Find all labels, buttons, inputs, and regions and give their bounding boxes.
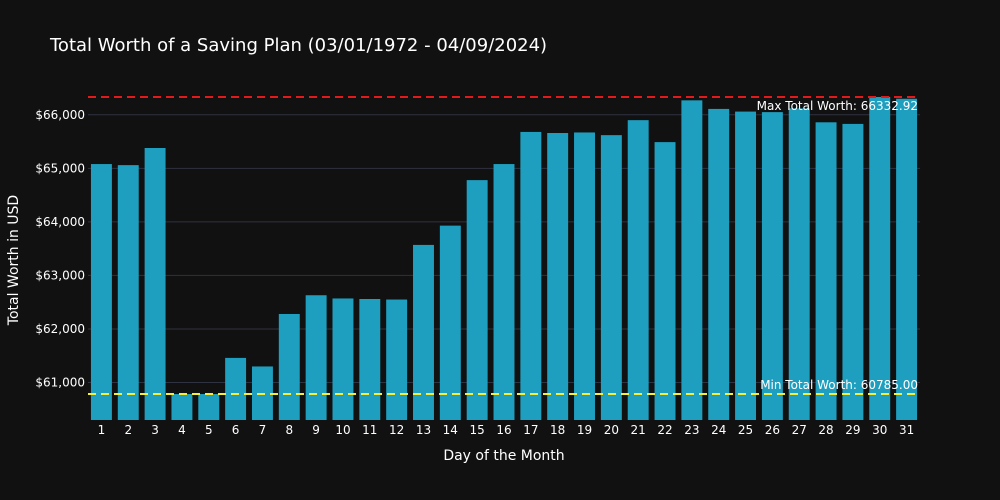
bar: [493, 164, 515, 420]
bar: [788, 108, 810, 420]
bar: [869, 96, 891, 420]
x-tick-label: 24: [711, 423, 726, 437]
x-tick-label: 21: [631, 423, 646, 437]
x-tick-label: 13: [416, 423, 431, 437]
x-tick-label: 4: [178, 423, 186, 437]
bar: [278, 313, 300, 420]
y-tick-label: $61,000: [35, 376, 85, 390]
x-tick-label: 28: [818, 423, 833, 437]
x-tick-label: 17: [523, 423, 538, 437]
bar: [708, 108, 730, 420]
bar: [359, 298, 381, 420]
x-tick-label: 22: [657, 423, 672, 437]
y-axis-title: Total Worth in USD: [6, 195, 22, 326]
bar: [761, 112, 783, 421]
bar: [466, 180, 488, 420]
bar: [225, 357, 247, 420]
y-tick-label: $63,000: [35, 268, 85, 282]
bar: [600, 135, 622, 421]
bar: [842, 123, 864, 420]
y-tick-label: $64,000: [35, 215, 85, 229]
bar: [547, 133, 569, 420]
bar: [681, 100, 703, 420]
x-tick-label: 6: [232, 423, 240, 437]
bar: [171, 394, 193, 420]
bar: [654, 142, 676, 420]
bar: [627, 120, 649, 421]
bar: [117, 165, 139, 420]
x-axis-ticks: 1 2 3 4 5 6 7 8 9 10 11 12 13 14 15 16 17 18 19 20 21 22 23 24 2…: [98, 423, 915, 437]
x-tick-label: 20: [604, 423, 619, 437]
bar: [305, 295, 327, 420]
x-tick-label: 3: [151, 423, 159, 437]
x-tick-label: 30: [872, 423, 887, 437]
x-tick-label: 16: [496, 423, 511, 437]
x-tick-label: 19: [577, 423, 592, 437]
bar: [574, 132, 595, 420]
x-tick-label: 10: [335, 423, 350, 437]
x-tick-label: 18: [550, 423, 565, 437]
x-tick-label: 25: [738, 423, 753, 437]
x-tick-label: 15: [470, 423, 485, 437]
bar: [439, 225, 461, 420]
y-tick-label: $65,000: [35, 161, 85, 175]
bar: [332, 298, 354, 420]
bar: [413, 244, 434, 420]
bar: [90, 164, 112, 420]
x-tick-label: 5: [205, 423, 213, 437]
bar: [735, 111, 757, 421]
x-tick-label: 14: [443, 423, 458, 437]
x-axis-title: Day of the Month: [443, 448, 564, 464]
x-tick-label: 8: [285, 423, 293, 437]
x-tick-label: 29: [845, 423, 860, 437]
bar: [386, 299, 408, 420]
reference-line-label: Max Total Worth: 66332.92: [757, 99, 918, 113]
bar: [198, 394, 220, 420]
x-tick-label: 26: [765, 423, 780, 437]
x-tick-label: 27: [792, 423, 807, 437]
bar: [815, 122, 837, 421]
y-tick-label: $66,000: [35, 108, 85, 122]
y-axis-ticks: $61,000 $62,000 $63,000 $64,000 $65,000 $66,0…: [35, 108, 85, 390]
x-tick-label: 7: [259, 423, 267, 437]
bars: [90, 96, 918, 421]
bar: [520, 131, 542, 420]
x-tick-label: 1: [98, 423, 106, 437]
reference-lines: Max Total Worth: 66332.92 Min Total Worth…: [88, 95, 920, 396]
chart-title: Total Worth of a Saving Plan (03/01/1972…: [49, 35, 547, 56]
x-tick-label: 23: [684, 423, 699, 437]
y-tick-label: $62,000: [35, 322, 85, 336]
bar: [144, 148, 166, 420]
x-tick-label: 9: [312, 423, 320, 437]
reference-line-label: Min Total Worth: 60785.00: [760, 378, 918, 392]
x-tick-label: 12: [389, 423, 404, 437]
x-tick-label: 2: [124, 423, 132, 437]
x-tick-label: 31: [899, 423, 914, 437]
bar: [896, 98, 918, 420]
x-tick-label: 11: [362, 423, 377, 437]
